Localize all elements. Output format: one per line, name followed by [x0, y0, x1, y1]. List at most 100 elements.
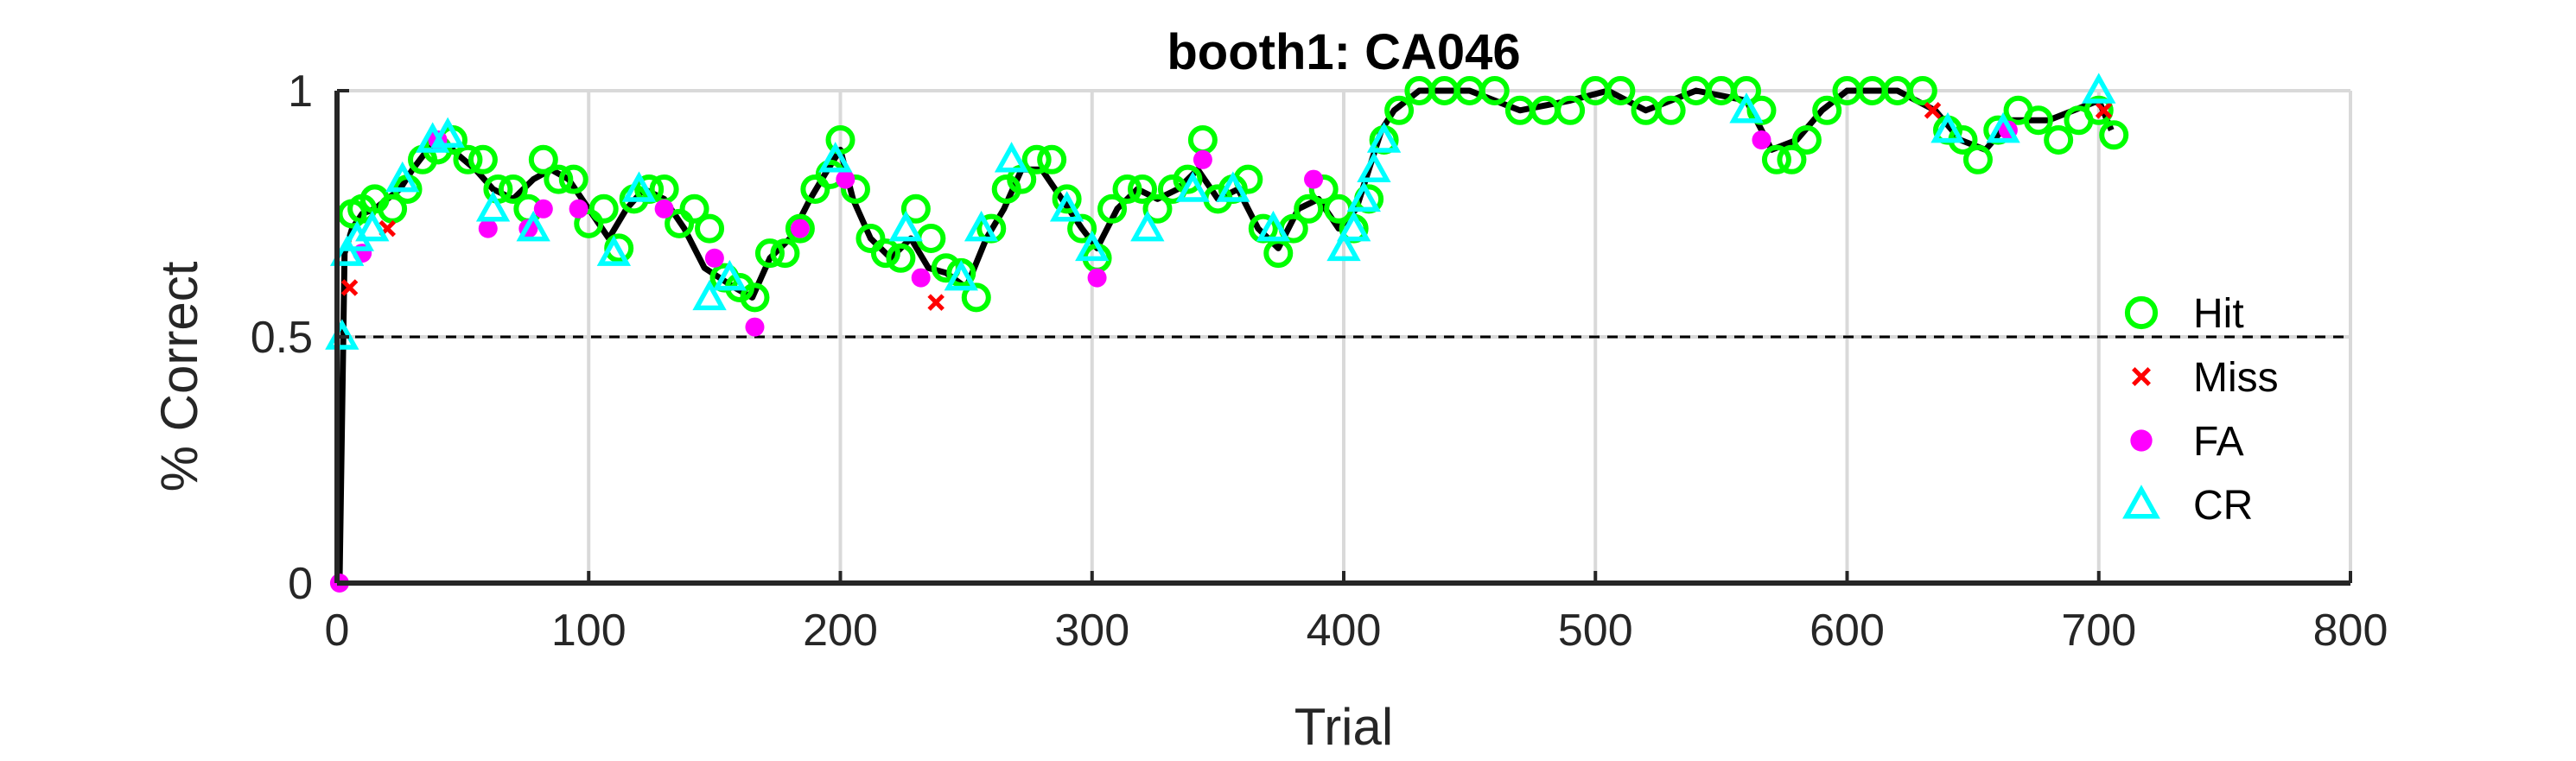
cr-point [1986, 111, 2020, 143]
fa-point [1304, 169, 1324, 189]
x-axis-label: Trial [1294, 698, 1393, 756]
hit-point [1732, 76, 1761, 105]
cr-point [1930, 111, 1965, 143]
y-tick-label: 1 [288, 67, 313, 117]
fa-point [836, 169, 855, 189]
cr-point [385, 161, 420, 193]
hit-point [2023, 105, 2053, 136]
cr-point [818, 142, 853, 173]
hit-point [1173, 164, 1203, 194]
hit-point [665, 208, 695, 238]
hit-point [679, 193, 709, 224]
hit-point [528, 144, 558, 174]
tick-labels: 0 100 200 300 400 500 600 700 800 0 0.5 1 [251, 67, 2388, 656]
legend-label: Hit [2193, 291, 2244, 337]
cr-point [1346, 181, 1381, 212]
cr-point [1256, 210, 1291, 242]
hit-point [1067, 213, 1097, 244]
hit-point [1052, 184, 1082, 214]
y-axis-label: % Correct [150, 261, 208, 491]
hit-point [1097, 193, 1128, 224]
fa-point [745, 317, 765, 337]
miss-point [927, 294, 945, 311]
cr-point [1130, 210, 1165, 242]
cr-point [516, 210, 550, 242]
hit-point [785, 213, 815, 244]
hit-point [1530, 95, 1560, 125]
hit-point [1142, 193, 1173, 224]
miss-stroke [1924, 102, 1942, 119]
fa-point [1193, 149, 1212, 169]
hit-point [886, 243, 916, 273]
hit-point [1294, 193, 1324, 224]
miss-point [2095, 102, 2113, 119]
x-tick-label: 700 [2061, 606, 2136, 656]
legend-label: CR [2193, 483, 2253, 529]
hit-point [1761, 144, 1791, 174]
y-tick-label: 0 [288, 559, 313, 609]
hit-point [588, 193, 619, 224]
cr-point [596, 235, 632, 266]
hit-point [2083, 95, 2114, 125]
hit-point [855, 224, 886, 253]
cr-point [888, 210, 923, 242]
hit-legend-marker [2124, 295, 2159, 330]
hit-point [1791, 125, 1822, 155]
hit-point [800, 174, 830, 204]
hit-point [574, 208, 604, 238]
hit-point [1962, 144, 1993, 174]
cr-point [692, 279, 727, 311]
hit-point [1777, 144, 1807, 174]
cr-point [994, 142, 1029, 173]
hit-point [695, 213, 725, 244]
hit-point [467, 144, 498, 174]
hit-point [1308, 174, 1339, 204]
x-tick-label: 200 [803, 606, 878, 656]
hit-point [1187, 125, 1218, 155]
hit-point [1479, 76, 1510, 105]
cr-point [329, 235, 365, 266]
cr-point [1366, 122, 1402, 153]
hit-point [1812, 95, 1842, 125]
hit-point [1907, 76, 1937, 105]
legend-label: FA [2193, 419, 2244, 465]
hit-point [900, 193, 931, 224]
fa-point [1752, 130, 1771, 149]
cr-point [1175, 171, 1210, 202]
hit-point [916, 224, 946, 253]
x-tick-label: 0 [325, 606, 350, 656]
hit-point [1037, 144, 1067, 174]
miss-stroke [2132, 367, 2151, 386]
x-tick-label: 500 [1558, 606, 1633, 656]
hit-point [544, 164, 574, 194]
miss-stroke [340, 279, 359, 296]
miss-stroke [2095, 102, 2113, 119]
hit-point [453, 144, 483, 174]
fa-legend-marker [2130, 429, 2153, 452]
x-tick-label: 800 [2313, 606, 2388, 656]
hit-point [558, 164, 588, 194]
hit-point [740, 282, 770, 313]
cr-point [1075, 230, 1110, 262]
miss-legend-marker [2132, 367, 2151, 386]
hit-point [1112, 174, 1142, 204]
cr-point [964, 210, 999, 242]
legend: Hit Miss FA CR [2122, 291, 2279, 529]
cr-point [621, 171, 657, 202]
y-tick-label: 0.5 [251, 313, 313, 363]
fa-point [654, 199, 674, 219]
axes [334, 89, 2352, 586]
cr-point [475, 191, 511, 222]
hit-point [2044, 125, 2074, 155]
x-tick-label: 100 [551, 606, 627, 656]
fa-point [1087, 268, 1107, 288]
cr-point [712, 259, 747, 291]
cr-point [1357, 151, 1391, 182]
miss-stroke [927, 294, 945, 311]
cr-point [944, 259, 978, 291]
cr-point [1326, 230, 1361, 262]
cr-point [2082, 73, 2116, 104]
hit-point [1384, 95, 1415, 125]
chart-title: booth1: CA046 [1167, 24, 1520, 80]
